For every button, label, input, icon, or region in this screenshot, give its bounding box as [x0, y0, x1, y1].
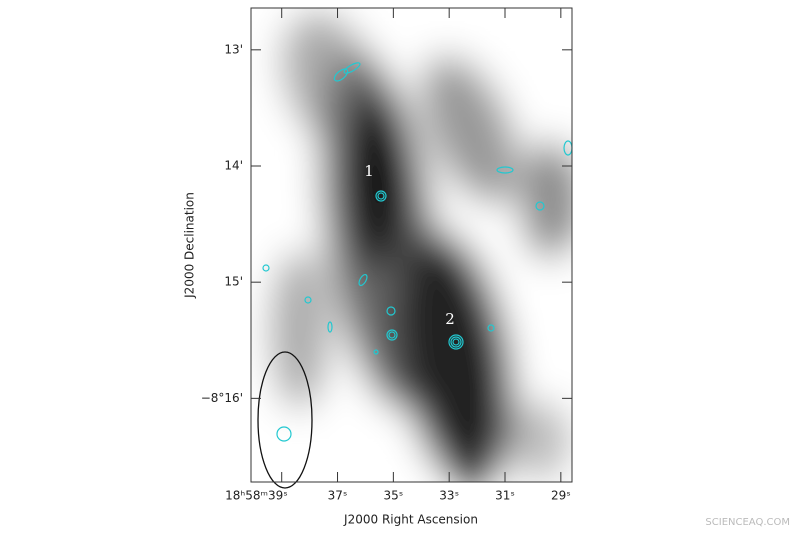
x-tick-label: 31ˢ	[495, 489, 515, 503]
x-tick-label: 35ˢ	[383, 489, 403, 503]
x-axis-title: J2000 Right Ascension	[343, 513, 478, 527]
y-tick-label: 14'	[224, 159, 243, 173]
y-tick-label: −8°16'	[201, 391, 243, 405]
source-label: 2	[445, 310, 455, 328]
x-tick-label: 33ˢ	[439, 489, 459, 503]
contours	[262, 62, 573, 442]
frame	[250, 7, 573, 483]
beam	[257, 351, 313, 489]
y-axis-title: J2000 Declination	[183, 192, 197, 299]
x-tick-label: 18ʰ58ᵐ39ˢ	[225, 489, 288, 503]
y-tick-label: 15'	[224, 275, 243, 289]
source-label: 1	[364, 162, 374, 180]
x-tick-label: 37ˢ	[328, 489, 348, 503]
watermark: SCIENCEAQ.COM	[705, 517, 790, 528]
x-tick-label: 29ˢ	[551, 489, 571, 503]
intensity-map	[251, 8, 572, 482]
y-tick-label: 13'	[224, 42, 243, 56]
